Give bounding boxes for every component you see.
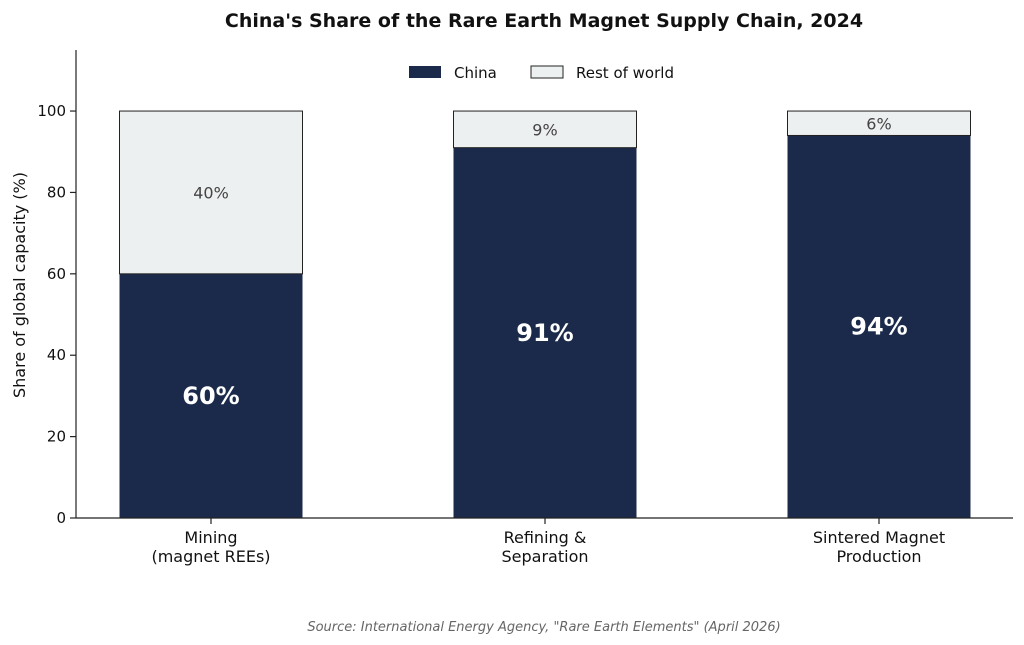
- bar-china-1: [453, 147, 637, 519]
- bar-rest-of-world-1: [453, 110, 637, 149]
- legend-label-china: China: [454, 64, 497, 82]
- legend-swatch-rest-of-world: [530, 65, 564, 79]
- y-tick-label-60: 60: [47, 265, 66, 283]
- x-ticks: Mining (magnet REEs) Refining & Separation S…: [151, 518, 945, 566]
- value-label-china-2: 94%: [850, 313, 907, 341]
- x-tick-label-1: Refining & Separation: [502, 528, 589, 566]
- x-tick-label-2: Sintered Magnet Production: [813, 528, 945, 566]
- bar-rest-of-world-2: [787, 110, 971, 136]
- y-ticks: 0 20 40 60 80 100: [37, 102, 76, 527]
- y-tick-label-80: 80: [47, 183, 66, 201]
- value-label-china-0: 60%: [182, 382, 239, 410]
- value-label-rest-of-world-0: 40%: [193, 183, 229, 202]
- bar-rest-of-world-0: [119, 110, 303, 275]
- value-label-rest-of-world-2: 6%: [866, 114, 891, 133]
- y-tick-label-0: 0: [56, 509, 66, 527]
- bar-china-0: [119, 273, 303, 518]
- value-label-rest-of-world-1: 9%: [532, 120, 557, 139]
- value-labels: 60% 40% 91% 9% 94% 6%: [182, 114, 907, 410]
- bars: [119, 110, 971, 519]
- chart-title: China's Share of the Rare Earth Magnet S…: [225, 10, 863, 32]
- y-tick-label-100: 100: [37, 102, 66, 120]
- bar-china-2: [787, 135, 971, 518]
- legend: China Rest of world: [409, 64, 674, 82]
- y-tick-label-40: 40: [47, 346, 66, 364]
- x-tick-label-0: Mining (magnet REEs): [151, 528, 270, 566]
- value-label-china-1: 91%: [516, 319, 573, 347]
- legend-label-rest-of-world: Rest of world: [576, 64, 674, 82]
- y-tick-label-20: 20: [47, 428, 66, 446]
- legend-swatch-china: [409, 66, 441, 78]
- y-axis-title: Share of global capacity (%): [10, 172, 29, 398]
- source-note: Source: International Energy Agency, "Ra…: [307, 620, 780, 635]
